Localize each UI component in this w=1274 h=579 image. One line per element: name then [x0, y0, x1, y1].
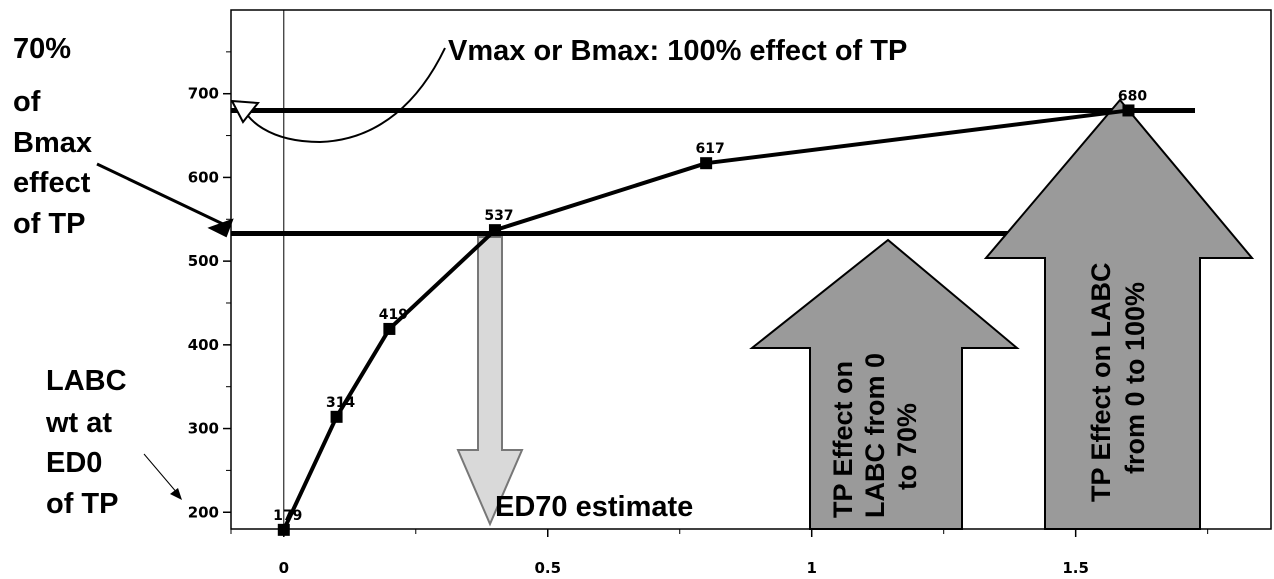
arrow-70-line-1: TP Effect on [828, 361, 858, 518]
labc-line-4: of TP [46, 488, 119, 520]
data-point [1122, 104, 1135, 117]
y-tick-label: 500 [188, 252, 219, 270]
seventy-percent-line-5: of TP [13, 208, 86, 240]
seventy-percent-line-3: Bmax [13, 127, 92, 159]
arrow-70-percent [749, 238, 1020, 530]
y-tick-label: 300 [188, 420, 219, 438]
vmax-annotation: Vmax or Bmax: 100% effect of TP [448, 35, 907, 67]
y-axis: 200 300 400 500 600 700 [188, 51, 231, 521]
labc-pointer [143, 453, 179, 495]
ed70-label: ED70 estimate [495, 491, 693, 523]
data-point [700, 157, 713, 170]
arrow-100-percent [983, 98, 1255, 530]
arrow-70-line-2: LABC from 0 [860, 353, 890, 518]
vmax-pointer-head [230, 99, 260, 124]
x-tick-label: 0.5 [534, 559, 561, 577]
data-point [383, 322, 396, 335]
y-tick-label: 200 [188, 503, 219, 521]
data-label: 617 [696, 141, 725, 157]
data-label: 179 [273, 508, 302, 524]
y-tick-label: 700 [188, 85, 219, 103]
data-point [488, 224, 501, 237]
data-points: 179 314 419 537 617 680 [273, 88, 1147, 536]
labc-line-3: ED0 [46, 447, 102, 479]
arrow-100-line-1: TP Effect on LABC [1086, 262, 1116, 502]
ed70-down-arrow [456, 236, 524, 527]
seventy-percent-pointer-head [207, 218, 234, 238]
x-tick-label: 1 [806, 559, 816, 577]
y-tick-label: 400 [188, 336, 219, 354]
seventy-percent-line-4: effect [13, 167, 91, 199]
seventy-percent-pointer [96, 162, 226, 227]
data-label: 314 [326, 395, 355, 411]
data-label: 680 [1118, 88, 1147, 104]
labc-pointer-head [170, 488, 182, 500]
arrow-70-line-3: to 70% [892, 403, 922, 490]
data-label: 537 [484, 208, 513, 224]
seventy-percent-line-2: of [13, 86, 41, 118]
x-tick-label: 1.5 [1062, 559, 1089, 577]
plot-frame [230, 9, 1272, 530]
series-line [281, 108, 1129, 531]
x-axis: 0 0.5 1 1.5 [230, 529, 1209, 577]
data-label: 419 [379, 307, 408, 323]
arrow-100-line-2: from 0 to 100% [1120, 282, 1150, 474]
x-tick-label: 0 [279, 559, 289, 577]
labc-line-2: wt at [45, 407, 112, 439]
y-tick-label: 600 [188, 168, 219, 186]
data-point [330, 410, 343, 423]
vmax-pointer-curve [239, 47, 446, 144]
labc-line-1: LABC [46, 365, 127, 397]
seventy-percent-line-1: 70% [13, 33, 71, 65]
data-point [277, 523, 290, 536]
